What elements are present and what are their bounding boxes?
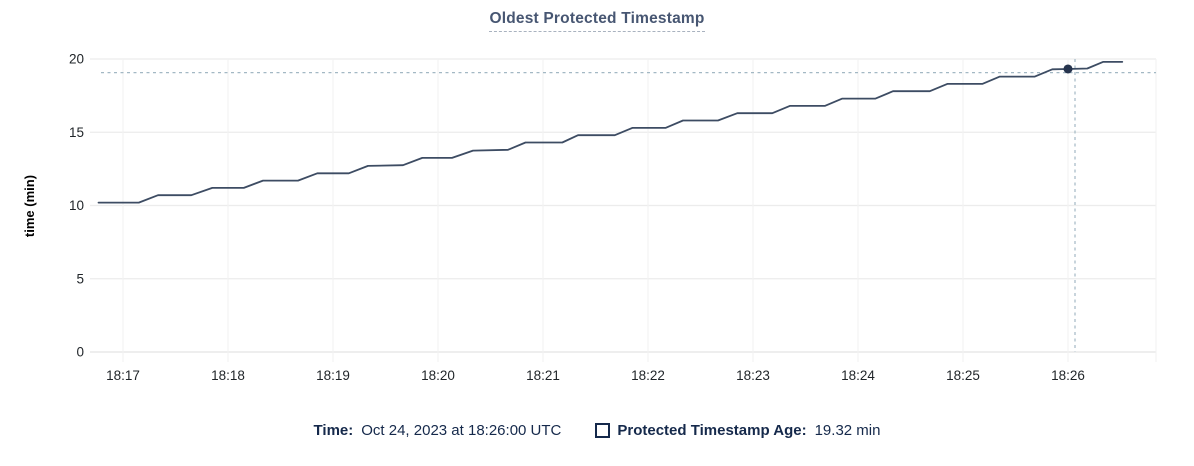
x-axis-tick-label: 18:25 [946, 368, 980, 383]
legend-series-group[interactable]: Protected Timestamp Age: 19.32 min [595, 422, 880, 439]
x-axis-tick-label: 18:21 [526, 368, 560, 383]
legend-series-label: Protected Timestamp Age: [617, 422, 807, 439]
x-axis-tick-label: 18:23 [736, 368, 770, 383]
x-axis-tick-label: 18:19 [316, 368, 350, 383]
chart-title-row: Oldest Protected Timestamp [0, 10, 1194, 32]
hover-point-dot [1063, 64, 1073, 74]
y-axis-title: time (min) [22, 175, 37, 237]
legend-series-value: 19.32 min [814, 422, 881, 439]
y-axis-tick-label: 0 [76, 345, 84, 360]
x-axis-tick-label: 18:20 [421, 368, 455, 383]
legend-time-value: Oct 24, 2023 at 18:26:00 UTC [361, 422, 562, 439]
chart-legend: Time: Oct 24, 2023 at 18:26:00 UTC Prote… [0, 422, 1194, 439]
legend-time-label: Time: [313, 422, 354, 439]
timeseries-chart: 0 5 10 15 20 18:17 18:18 18:19 18:20 18:21 18:22 18… [22, 52, 1157, 383]
series-line [97, 61, 1124, 204]
x-axis-tick-label: 18:17 [106, 368, 140, 383]
series-checkbox-icon[interactable] [595, 423, 611, 438]
legend-time-group: Time: Oct 24, 2023 at 18:26:00 UTC [314, 422, 562, 439]
chart-hover-area[interactable] [90, 59, 1156, 352]
y-axis-tick-label: 5 [76, 271, 84, 286]
y-axis-tick-label: 15 [69, 125, 84, 140]
y-axis-tick-label: 20 [69, 52, 84, 67]
chart-title[interactable]: Oldest Protected Timestamp [489, 10, 705, 32]
x-axis-tick-label: 18:24 [841, 368, 875, 383]
x-axis-tick-label: 18:22 [631, 368, 665, 383]
x-axis-tick-label: 18:18 [211, 368, 245, 383]
y-axis-tick-label: 10 [69, 198, 84, 213]
x-axis-tick-label: 18:26 [1051, 368, 1085, 383]
